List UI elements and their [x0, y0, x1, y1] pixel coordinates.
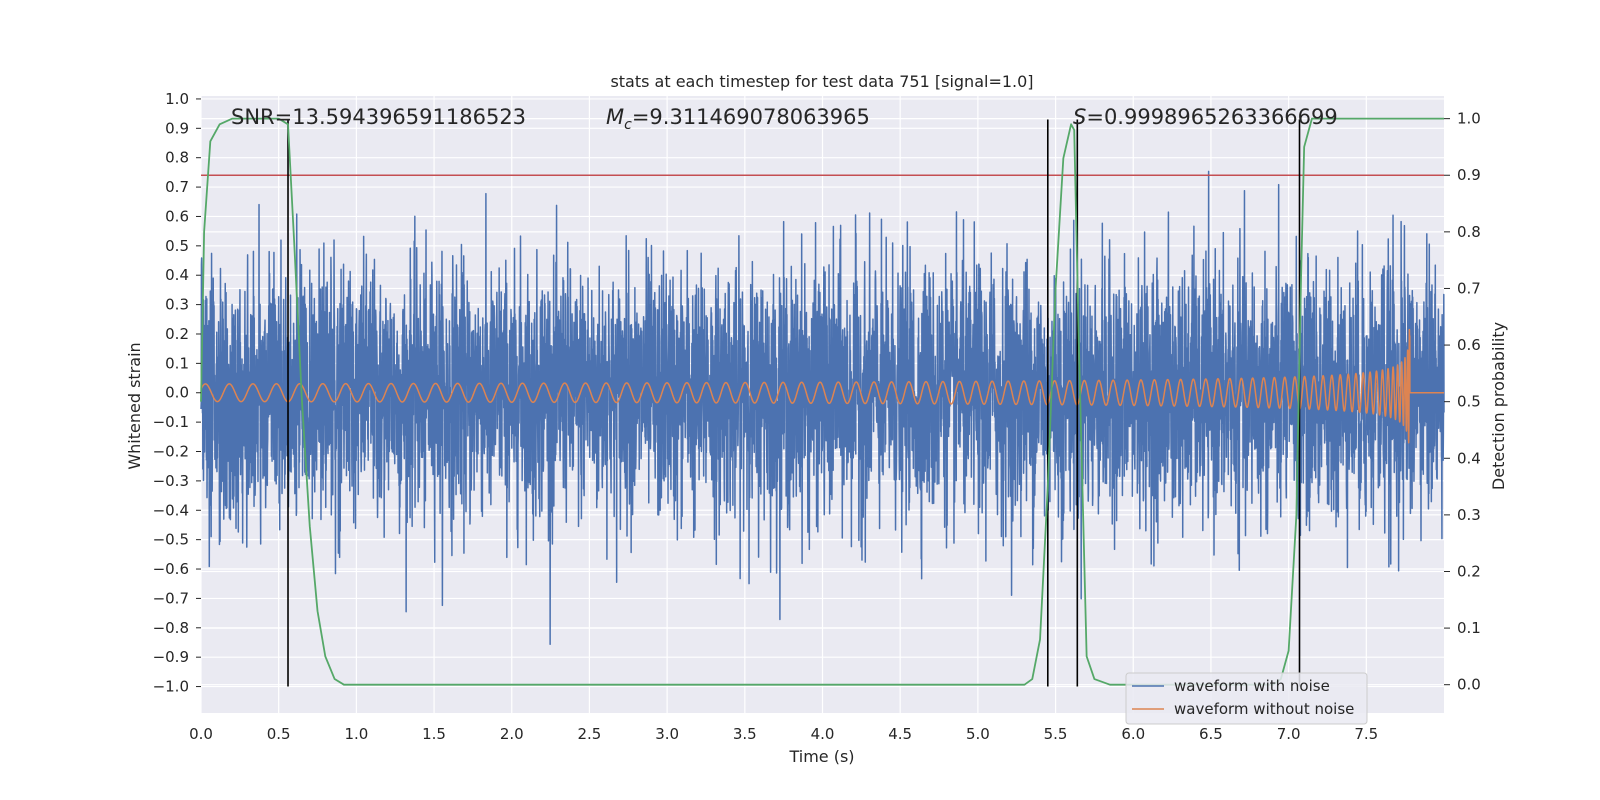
- y-tick-label: −0.7: [153, 589, 189, 607]
- x-axis-label: Time (s): [788, 747, 854, 766]
- y-tick-label: 1.0: [165, 90, 189, 108]
- y-tick-label: −0.3: [153, 472, 189, 490]
- y2-tick-label: 0.2: [1457, 562, 1481, 580]
- y-tick-label: 0.1: [165, 354, 189, 372]
- x-tick-label: 4.5: [888, 725, 912, 743]
- x-tick-label: 5.0: [966, 725, 990, 743]
- y2-tick-label: 0.8: [1457, 223, 1481, 241]
- x-tick-label: 3.5: [733, 725, 757, 743]
- x-tick-label: 3.0: [655, 725, 679, 743]
- detection-probability-path: [200, 117, 1444, 686]
- y-tick-label: 0.8: [165, 149, 189, 167]
- y-tick-label: 0.7: [165, 178, 189, 196]
- chart-title: stats at each timestep for test data 751…: [610, 72, 1033, 91]
- y-axis-label: Whitened strain: [125, 342, 144, 469]
- y2-tick-label: 0.7: [1457, 279, 1481, 297]
- y-tick-label: 0.9: [165, 119, 189, 137]
- legend-label-clean: waveform without noise: [1174, 700, 1354, 718]
- s-symbol: S: [1073, 105, 1086, 129]
- y2-tick-label: 0.3: [1457, 506, 1481, 524]
- y-tick-label: 0.5: [165, 237, 189, 255]
- x-tick-label: 2.5: [578, 725, 602, 743]
- y2-tick-label: 0.4: [1457, 449, 1481, 467]
- legend-label-noise: waveform with noise: [1174, 677, 1330, 695]
- clean-waveform: [200, 328, 1445, 444]
- noise-waveform-path: [200, 170, 1445, 645]
- x-tick-label: 4.0: [811, 725, 835, 743]
- y-tick-label: −0.4: [153, 501, 189, 519]
- y-tick-label: −0.9: [153, 648, 189, 666]
- s-value: =0.9998965263366699: [1086, 105, 1337, 129]
- y2-tick-label: 0.5: [1457, 393, 1481, 411]
- x-tick-label: 2.0: [500, 725, 524, 743]
- x-tick-label: 6.0: [1121, 725, 1145, 743]
- y-tick-label: 0.4: [165, 266, 189, 284]
- x-tick-label: 6.5: [1199, 725, 1223, 743]
- chirp-mass-symbol: M: [606, 105, 624, 129]
- clean-waveform-path: [200, 328, 1445, 444]
- legend: waveform with noise waveform without noi…: [1125, 672, 1368, 725]
- x-tick-label: 7.0: [1277, 725, 1301, 743]
- y-tick-label: 0.2: [165, 325, 189, 343]
- legend-box: [1125, 672, 1368, 725]
- x-tick-label: 1.0: [344, 725, 368, 743]
- x-tick-label: 5.5: [1044, 725, 1068, 743]
- y-tick-label: 0.6: [165, 207, 189, 225]
- y-tick-label: −0.8: [153, 619, 189, 637]
- detection-probability-line: [200, 117, 1444, 686]
- chirp-mass-value: =9.311469078063965: [632, 105, 870, 129]
- noise-waveform: [200, 170, 1445, 645]
- x-tick-label: 7.5: [1354, 725, 1378, 743]
- y-axis-ticks: 1.0 0.9 0.8 0.7 0.6 0.5 0.4 0.3 0.2 0.1 0.0 −0.1 −0.…: [153, 90, 201, 696]
- y2-tick-label: 0.1: [1457, 619, 1481, 637]
- y2-axis-label: Detection probability: [1489, 322, 1508, 490]
- y2-tick-label: 0.6: [1457, 336, 1481, 354]
- y-tick-label: −0.6: [153, 560, 189, 578]
- y-tick-label: −0.1: [153, 413, 189, 431]
- x-tick-label: 0.5: [267, 725, 291, 743]
- y2-axis-ticks: 1.0 0.9 0.8 0.7 0.6 0.5 0.4 0.3 0.2 0.1 0.0: [1444, 110, 1481, 694]
- y2-tick-label: 0.9: [1457, 166, 1481, 184]
- y2-tick-label: 1.0: [1457, 110, 1481, 128]
- x-tick-label: 1.5: [422, 725, 446, 743]
- chirp-mass-annotation: Mc=9.311469078063965: [606, 105, 870, 133]
- y-tick-label: −0.5: [153, 531, 189, 549]
- event-lines: [287, 119, 1301, 687]
- x-tick-label: 0.0: [189, 725, 213, 743]
- snr-annotation: SNR=13.594396591186523: [231, 105, 526, 129]
- y2-tick-label: 0.0: [1457, 676, 1481, 694]
- chirp-mass-subscript: c: [624, 117, 632, 133]
- y-tick-label: −0.2: [153, 443, 189, 461]
- x-axis-ticks: 0.0 0.5 1.0 1.5 2.0 2.5 3.0 3.5 4.0 4.5 5.0 5.5 6.0 6…: [189, 725, 1378, 743]
- y-tick-label: −1.0: [153, 678, 189, 696]
- s-annotation: S=0.9998965263366699: [1073, 105, 1338, 129]
- y-tick-label: 0.0: [165, 384, 189, 402]
- y-tick-label: 0.3: [165, 296, 189, 314]
